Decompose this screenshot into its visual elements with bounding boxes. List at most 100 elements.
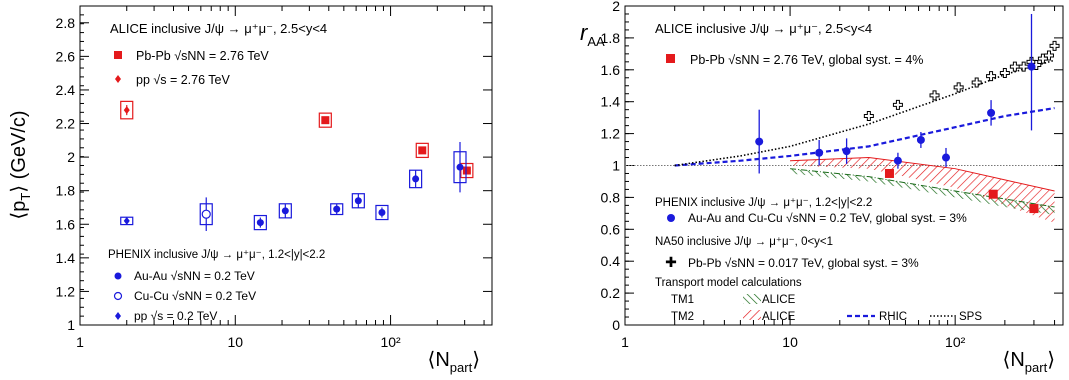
legend-rpbpb-label: Pb-Pb √sNN = 2.76 TeV, global syst. = 4% <box>690 53 923 67</box>
left-xlabel: ⟨Npart⟩ <box>428 349 480 375</box>
tm2-band <box>790 157 1055 223</box>
legend-cucu-label: Cu-Cu √sNN = 0.2 TeV <box>134 289 256 303</box>
left-xtick-label: 1 <box>76 334 84 350</box>
rhic-curve <box>674 106 1055 167</box>
right-panel: 0 0.2 0.4 0.6 0.8 1 1.2 1.4 1.6 1.8 2 1 10 10² rAA ⟨N… <box>580 0 1064 375</box>
alice-point <box>884 168 894 178</box>
legend-tm2-swatch <box>743 310 761 320</box>
na50-point <box>1049 40 1060 51</box>
left-axes: 1 1.2 1.4 1.6 1.8 2 2.2 2.4 2.6 2.8 1 10 10² <box>56 5 492 350</box>
data-point <box>123 216 130 225</box>
legend-sps-label: SPS <box>959 311 982 323</box>
data-point <box>321 116 330 125</box>
data-point <box>462 166 471 175</box>
legend-tm1-alice: ALICE <box>762 294 796 306</box>
model-tm2: TM2 <box>671 311 694 323</box>
phenix-point <box>815 148 824 157</box>
tm1-band <box>790 168 1055 215</box>
legend-tm1-swatch <box>743 294 761 304</box>
right-marks <box>625 13 1063 223</box>
syst-box <box>330 203 344 216</box>
syst-box <box>351 193 365 209</box>
left-marks <box>120 100 474 231</box>
na50-point <box>971 77 982 88</box>
left-ytick-label: 1.6 <box>56 216 76 232</box>
right-xtick-label: 10 <box>782 334 798 350</box>
na50-point <box>1018 61 1029 72</box>
right-alice-header: ALICE inclusive J/ψ → μ⁺μ⁻, 2.5<y<4 <box>655 21 872 36</box>
left-alice-header: ALICE inclusive J/ψ → μ⁺μ⁻, 2.5<y<4 <box>110 21 327 36</box>
legend-na50-label: Pb-Pb √sNN = 0.017 TeV, global syst. = 3… <box>688 256 919 270</box>
tm1-band-edge <box>790 168 1055 208</box>
left-xtick-label: 10² <box>380 334 401 350</box>
data-point <box>256 219 264 227</box>
right-ylabel: rAA <box>580 20 605 49</box>
legend-rhic-label: RHIC <box>879 311 907 323</box>
legend-pp276-label: pp √s = 2.76 TeV <box>136 73 231 87</box>
legend-cucu-marker <box>113 291 123 301</box>
data-point <box>201 209 211 219</box>
right-ytick-label: 0.8 <box>601 189 621 205</box>
left-ytick-label: 2.6 <box>56 48 76 64</box>
sps-curve <box>674 59 1055 167</box>
left-phenix-header: PHENIX inclusive J/ψ → μ⁺μ⁻, 1.2<|y|<2.2 <box>108 249 325 261</box>
phenix-point <box>942 153 951 162</box>
phenix-point <box>893 156 902 165</box>
alice-point <box>988 189 998 199</box>
phenix-point <box>987 108 996 117</box>
left-ytick-label: 2 <box>67 149 75 165</box>
legend-pp02-label: pp √s = 0.2 TeV <box>134 309 217 323</box>
right-axes: 0 0.2 0.4 0.6 0.8 1 1.2 1.4 1.6 1.8 2 1 10 10² <box>601 0 1063 350</box>
phenix-point <box>916 135 925 144</box>
syst-box <box>120 100 134 120</box>
phenix-point <box>842 147 851 156</box>
syst-box <box>415 142 429 159</box>
left-ytick-label: 2.8 <box>56 15 76 31</box>
left-ytick-label: 1.2 <box>56 283 76 299</box>
right-ytick-label: 2 <box>612 0 620 14</box>
na50-point <box>863 111 874 122</box>
syst-box <box>318 112 332 128</box>
right-xtick-label: 10² <box>945 334 966 350</box>
tm2-band-edge <box>790 157 1055 192</box>
right-ytick-label: 0.6 <box>601 221 621 237</box>
data-point <box>412 175 420 183</box>
right-xtick-label: 1 <box>621 334 629 350</box>
phenix-point <box>1027 62 1036 71</box>
data-point <box>354 197 362 205</box>
syst-box <box>409 169 423 189</box>
legend-auau-label: Au-Au √sNN = 0.2 TeV <box>134 269 255 283</box>
right-phenix-header: PHENIX inclusive J/ψ → μ⁺μ⁻, 1.2<|y|<2.2 <box>655 197 872 209</box>
left-ytick-label: 2.4 <box>56 82 76 98</box>
legend-na50-marker: ✚ <box>665 254 677 270</box>
na50-point <box>892 99 903 110</box>
data-point <box>418 146 427 155</box>
right-na50-header: NA50 inclusive J/ψ → μ⁺μ⁻, 0<y<1 <box>655 236 833 248</box>
right-ytick-label: 1.6 <box>601 62 621 78</box>
legend-rpbpb-marker <box>666 54 675 63</box>
legend-phenix-label: Au-Au and Cu-Cu √sNN = 0.2 TeV, global s… <box>688 211 967 225</box>
legend-pbpb-label: Pb-Pb √sNN = 2.76 TeV <box>136 49 269 63</box>
right-ytick-label: 0.4 <box>601 253 621 269</box>
left-xtick-label: 10 <box>227 334 243 350</box>
left-ytick-label: 1.4 <box>56 250 76 266</box>
phenix-point <box>755 137 764 146</box>
right-xlabel: ⟨Npart⟩ <box>1003 349 1055 375</box>
na50-point <box>1043 50 1054 61</box>
legend-phenix-marker <box>667 214 675 222</box>
left-ytick-label: 2.2 <box>56 116 76 132</box>
right-ytick-label: 0 <box>612 317 620 333</box>
left-panel: 1 1.2 1.4 1.6 1.8 2 2.2 2.4 2.6 2.8 1 10 10² ⟨pT⟩ (G… <box>8 5 493 375</box>
legend-pp276-marker <box>115 75 121 83</box>
right-ytick-label: 1.2 <box>601 126 621 142</box>
na50-point <box>999 67 1010 78</box>
syst-box <box>375 204 389 221</box>
na50-point <box>953 82 964 93</box>
data-point <box>123 106 130 115</box>
legend-pbpb-marker <box>114 51 122 59</box>
legend-tm2-alice: ALICE <box>762 311 796 323</box>
data-point <box>378 209 386 217</box>
legend-pp02-marker <box>115 312 121 320</box>
na50-point <box>1009 61 1020 72</box>
